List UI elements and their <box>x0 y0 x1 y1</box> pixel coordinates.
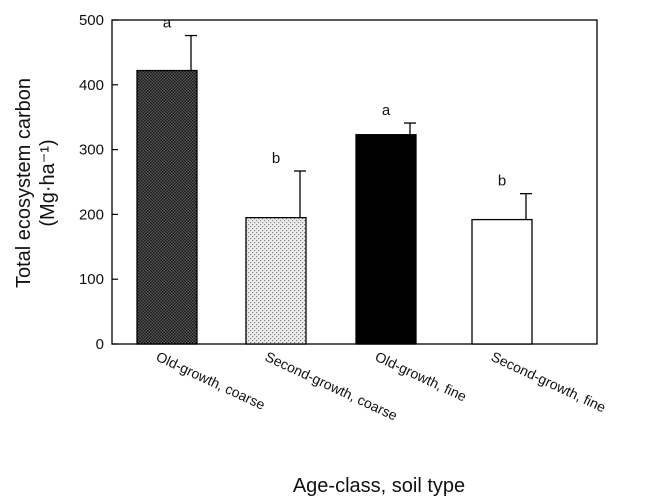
bar-0 <box>136 69 198 345</box>
category-label-2: Old-growth, fine <box>373 348 470 404</box>
significance-label-1: b <box>272 150 280 167</box>
y-tick-label-400: 400 <box>79 77 104 94</box>
y-tick-label-500: 500 <box>79 12 104 29</box>
y-tick-label-300: 300 <box>79 142 104 159</box>
category-label-0: Old-growth, coarse <box>154 348 268 413</box>
bar-3 <box>471 218 533 345</box>
y-tick-label-100: 100 <box>79 271 104 288</box>
significance-label-3: b <box>498 173 506 190</box>
y-axis-title-line1: Total ecosystem carbon <box>13 78 35 288</box>
significance-label-0: a <box>163 15 172 32</box>
x-axis-title: Age-class, soil type <box>293 475 465 497</box>
bar-1 <box>245 216 307 345</box>
bars: a b a b <box>136 15 533 345</box>
y-axis-title-line2: (Mg·ha⁻¹) <box>37 139 59 226</box>
y-tick-label-200: 200 <box>79 206 104 223</box>
bar-2 <box>355 134 417 345</box>
y-tick-label-0: 0 <box>96 336 104 353</box>
significance-label-2: a <box>382 102 391 119</box>
plot-frame <box>111 19 598 345</box>
y-axis: 0 100 200 300 400 500 <box>79 12 118 353</box>
category-label-3: Second-growth, fine <box>489 348 609 415</box>
